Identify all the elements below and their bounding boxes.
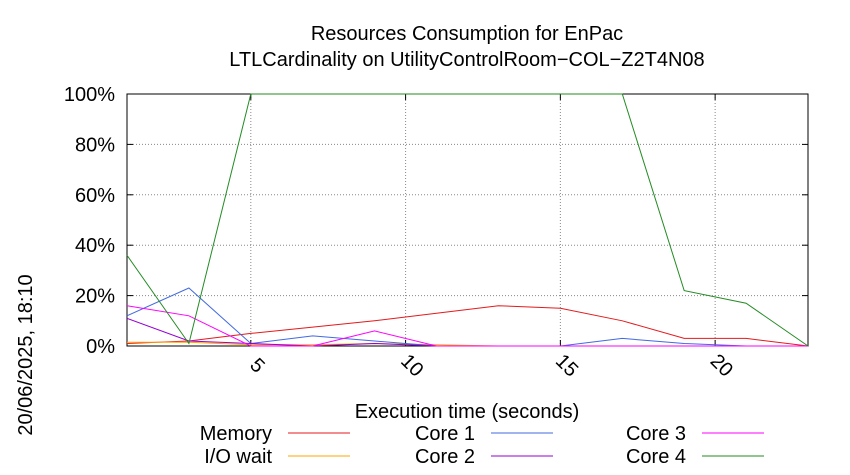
series-line-core-3 [126,305,808,347]
legend-label-core-4: Core 4 [626,446,686,468]
chart-title-line-1: Resources Consumption for EnPac [311,23,623,45]
x-tick-label: 15 [551,350,582,381]
x-axis-label: Execution time (seconds) [355,401,580,423]
x-tick-label: 10 [396,350,427,381]
legend-label-core-1: Core 1 [415,423,475,445]
y-tick-label: 60% [75,185,115,207]
chart-title-line-2: LTLCardinality on UtilityControlRoom−COL… [229,49,704,71]
plot-border [126,93,809,347]
series-line-core-2 [126,317,808,347]
series-line-core-1 [126,287,808,347]
axes: 0% 20% 40% 60% 80% 100% 5 10 15 20 [64,84,809,381]
x-tick-label: 5 [245,354,268,377]
legend-label-core-2: Core 2 [415,446,475,468]
grid-lines [127,93,808,346]
timestamp-label: 20/06/2025, 18:10 [15,274,37,435]
y-tick-label: 40% [75,235,115,257]
x-tick-label: 20 [706,350,737,381]
legend-label-core-3: Core 3 [626,423,686,445]
y-tick-label: 0% [86,336,115,358]
y-tick-label: 80% [75,134,115,156]
legend-label-memory: Memory [200,423,272,445]
y-tick-label: 100% [64,84,115,106]
series-line-memory [126,305,809,347]
series-line-core-4 [126,93,809,347]
legend-label-i-o-wait: I/O wait [204,446,272,468]
y-tick-label: 20% [75,286,115,308]
series-lines [126,93,809,347]
